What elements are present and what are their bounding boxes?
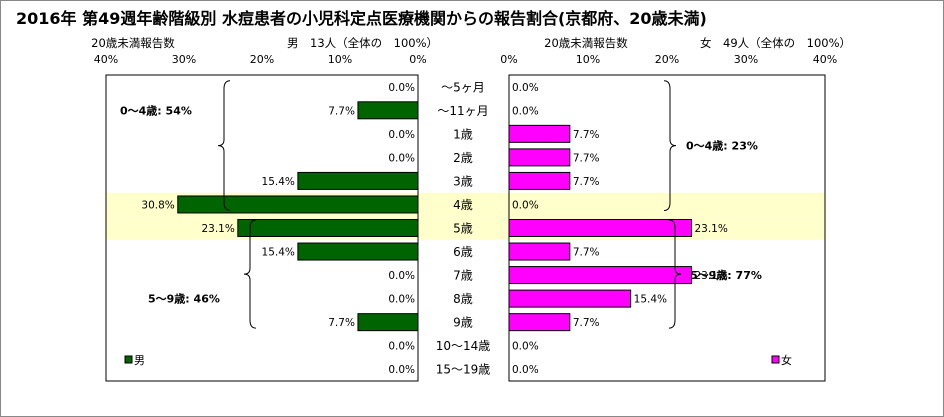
category-label: 15～19歳 <box>436 363 491 377</box>
female-value-label: 0.0% <box>512 199 539 211</box>
male-value-label: 0.0% <box>388 341 415 353</box>
male-legend-label: 男 <box>134 354 145 367</box>
female-value-label: 0.0% <box>512 82 539 94</box>
category-label: ～11ヶ月 <box>437 104 488 118</box>
right-axis-tick-label: 20% <box>655 53 679 66</box>
female-bar <box>508 266 692 285</box>
male-value-label: 7.7% <box>328 317 355 329</box>
male-value-label: 0.0% <box>388 294 415 306</box>
male-value-label: 23.1% <box>201 223 234 235</box>
male-value-label: 0.0% <box>388 82 415 94</box>
male-bar <box>357 313 419 332</box>
brace-bracket <box>243 219 257 329</box>
category-label: 9歳 <box>453 316 473 330</box>
left-axis-tick-label: 40% <box>94 53 118 66</box>
female-value-label: 7.7% <box>573 152 600 164</box>
female-legend-label: 女 <box>781 353 792 367</box>
female-bar <box>508 148 571 167</box>
female-value-label: 0.0% <box>512 341 539 353</box>
female-value-label: 23.1% <box>694 223 727 235</box>
male-value-label: 7.7% <box>328 105 355 117</box>
brace-bracket <box>663 80 677 211</box>
category-label: 6歳 <box>453 245 473 259</box>
category-label: 10～14歳 <box>436 339 491 353</box>
female-value-label: 7.7% <box>573 247 600 259</box>
female-legend-swatch <box>771 355 780 364</box>
category-label: 2歳 <box>453 151 473 165</box>
category-label: 8歳 <box>453 292 473 306</box>
left-axis-tick-label: 30% <box>172 53 196 66</box>
male-value-label: 0.0% <box>388 129 415 141</box>
female-bar <box>508 219 692 237</box>
female-value-label: 7.7% <box>573 317 600 329</box>
female-bar <box>508 289 632 308</box>
brace-bracket <box>217 80 231 211</box>
right-axis-tick-label: 40% <box>813 53 837 66</box>
right-header-total: 女 49人（全体の 100%） <box>700 36 851 50</box>
category-label: 5歳 <box>453 222 473 236</box>
female-bar <box>508 171 571 190</box>
left-axis-tick-label: 10% <box>328 53 352 66</box>
male-bar <box>357 101 419 120</box>
left-header-total: 男 13人（全体の 100%） <box>287 36 438 50</box>
male-value-label: 15.4% <box>262 176 295 188</box>
male-value-label: 0.0% <box>388 270 415 282</box>
male-bar <box>297 171 419 190</box>
category-label: 3歳 <box>453 174 473 188</box>
female-value-label: 23.1% <box>694 270 727 282</box>
male-value-label: 30.8% <box>141 199 174 211</box>
female-value-label: 0.0% <box>512 364 539 376</box>
chart-title: 2016年 第49週年齢階級別 水痘患者の小児科定点医療機関からの報告割合(京都… <box>16 9 707 28</box>
category-label: ～5ヶ月 <box>441 80 485 94</box>
female-annotation-5-9: 5～9歳: 77% <box>690 268 762 282</box>
right-axis-tick-label: 10% <box>576 53 600 66</box>
male-bar <box>297 242 419 261</box>
left-axis-tick-label: 0% <box>409 53 426 66</box>
female-value-label: 7.7% <box>573 129 600 141</box>
male-legend-swatch <box>124 355 133 364</box>
category-label: 7歳 <box>453 269 473 283</box>
left-axis-tick-label: 20% <box>250 53 274 66</box>
male-bar <box>237 219 419 237</box>
male-value-label: 0.0% <box>388 152 415 164</box>
female-value-label: 15.4% <box>634 294 667 306</box>
male-annotation-5-9: 5～9歳: 46% <box>148 292 220 306</box>
female-annotation-0-4: 0～4歳: 23% <box>686 139 758 153</box>
male-value-label: 15.4% <box>262 247 295 259</box>
female-bar <box>508 242 571 261</box>
male-bar <box>177 195 419 214</box>
female-bar <box>508 124 571 143</box>
right-axis-tick-label: 30% <box>734 53 758 66</box>
left-header-label: 20歳未満報告数 <box>91 36 175 50</box>
male-value-label: 0.0% <box>388 364 415 376</box>
female-value-label: 7.7% <box>573 176 600 188</box>
female-value-label: 0.0% <box>512 105 539 117</box>
category-label: 4歳 <box>453 198 473 212</box>
male-annotation-0-4: 0～4歳: 54% <box>120 103 192 117</box>
category-label: 1歳 <box>453 127 473 141</box>
female-bar <box>508 313 571 332</box>
right-axis-tick-label: 0% <box>500 53 517 66</box>
right-header-label: 20歳未満報告数 <box>544 36 628 50</box>
brace-bracket <box>668 219 682 329</box>
